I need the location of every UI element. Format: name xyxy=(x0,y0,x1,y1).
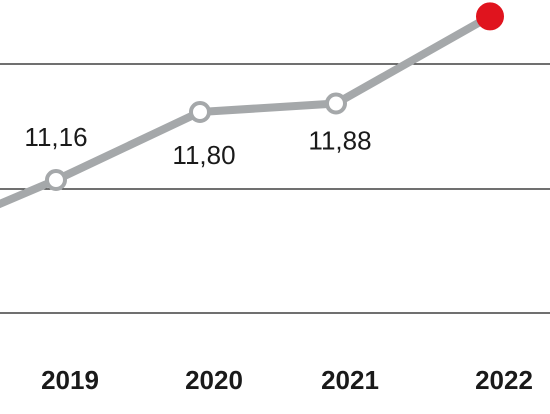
x-tick-label: 2021 xyxy=(321,365,379,395)
data-point xyxy=(325,92,347,115)
x-tick-label: 2022 xyxy=(475,365,533,395)
grid xyxy=(0,63,550,314)
data-label: 11,16 xyxy=(24,122,87,152)
highlight-point xyxy=(476,2,504,31)
x-axis: 2019 2020 2021 2022 xyxy=(41,365,533,395)
data-point xyxy=(189,101,211,123)
series xyxy=(0,2,504,209)
data-labels: 11,16 11,80 11,88 xyxy=(24,122,371,170)
x-tick-label: 2020 xyxy=(185,365,243,395)
x-tick-label: 2019 xyxy=(41,365,99,395)
data-point xyxy=(45,169,67,191)
data-label: 11,80 xyxy=(172,140,235,170)
data-label: 11,88 xyxy=(308,126,371,156)
